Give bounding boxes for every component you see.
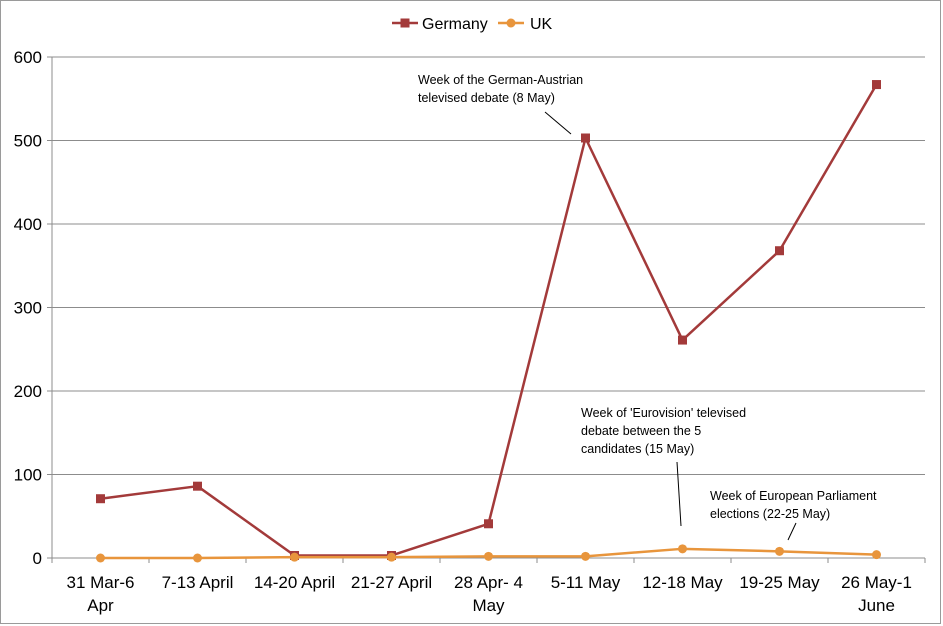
annotations: Week of the German-Austrian televised deb… (418, 73, 877, 541)
data-point-uk (290, 552, 299, 562)
x-tick-label: 21-27 April (351, 573, 432, 592)
x-tick-label: May (472, 596, 505, 615)
y-tick-label: 400 (14, 215, 42, 234)
y-tick-label: 600 (14, 48, 42, 67)
x-tick-label: 31 Mar-6 (66, 573, 134, 592)
annotation-text: Week of European Parliament (710, 489, 877, 503)
annotation-leader-line (676, 461, 682, 527)
data-point-germany (872, 80, 881, 90)
data-point-germany (678, 335, 687, 345)
y-tick-label: 200 (14, 382, 42, 401)
annotation-leader-line (787, 522, 797, 541)
x-tick-label: June (858, 596, 895, 615)
annotation-text: televised debate (8 May) (418, 91, 555, 105)
data-point-uk (581, 551, 590, 561)
annotation-text: Week of the German-Austrian (418, 73, 583, 87)
axes (47, 56, 926, 563)
x-tick-label: Apr (87, 596, 114, 615)
data-point-uk (872, 550, 881, 560)
y-tick-label: 500 (14, 132, 42, 151)
annotation-leader-line (544, 111, 572, 135)
data-point-uk (387, 552, 396, 562)
x-axis-ticks: 31 Mar-6 Apr 7-13 April 14-20 April 21-27 Ap… (66, 573, 911, 615)
x-tick-label: 28 Apr- 4 (454, 573, 523, 592)
x-tick-label: 19-25 May (739, 573, 820, 592)
legend-label-germany: Germany (422, 16, 488, 33)
data-point-germany (193, 481, 202, 491)
data-point-germany (96, 494, 105, 504)
data-point-uk (193, 553, 202, 563)
x-tick-label: 7-13 April (162, 573, 234, 592)
data-point-germany (484, 519, 493, 529)
x-tick-label: 12-18 May (642, 573, 723, 592)
series-layer (96, 80, 881, 563)
x-tick-label: 14-20 April (254, 573, 335, 592)
gridlines (52, 56, 925, 475)
y-axis-ticks: 0 100 200 300 400 500 600 (14, 48, 42, 568)
data-point-uk (484, 551, 493, 561)
x-tick-label: 5-11 May (551, 573, 621, 592)
legend-label-uk: UK (530, 16, 553, 33)
data-point-uk (96, 553, 105, 563)
annotation-text: Week of 'Eurovision' televised (581, 406, 746, 420)
annotation-text: candidates (15 May) (581, 442, 694, 456)
x-tick-label: 26 May-1 (841, 573, 912, 592)
y-tick-label: 300 (14, 299, 42, 318)
legend-marker-germany (400, 18, 410, 28)
series-line-germany (100, 83, 878, 557)
annotation-text: debate between the 5 (581, 424, 701, 438)
annotation-text: elections (22-25 May) (710, 507, 830, 521)
data-point-germany (775, 246, 784, 256)
y-tick-label: 100 (14, 466, 42, 485)
legend-marker-uk (506, 18, 516, 28)
y-tick-label: 0 (33, 549, 42, 568)
legend: Germany UK (392, 16, 553, 33)
data-point-uk (775, 546, 784, 556)
data-point-uk (678, 544, 687, 554)
data-point-germany (581, 133, 590, 143)
